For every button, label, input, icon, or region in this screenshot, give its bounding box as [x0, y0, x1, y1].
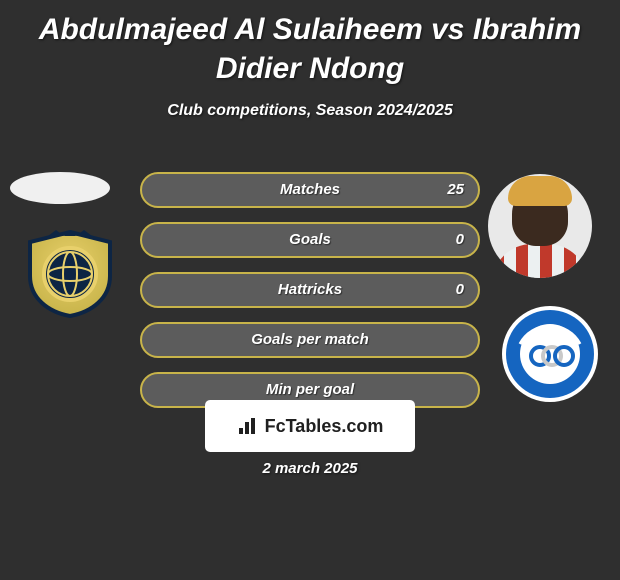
club-right-crest — [500, 304, 600, 404]
stat-label: Matches — [142, 174, 478, 206]
player-right-photo — [488, 174, 592, 278]
date-line: 2 march 2025 — [0, 460, 620, 477]
stat-right-value: 0 — [456, 224, 464, 256]
stat-row-hattricks: Hattricks 0 — [140, 272, 480, 308]
stat-right-value: 25 — [447, 174, 464, 206]
stats-block: Matches 25 Goals 0 Hattricks 0 Goals per… — [140, 172, 480, 422]
site-logo-text: FcTables.com — [265, 416, 384, 437]
subtitle: Club competitions, Season 2024/2025 — [0, 102, 620, 120]
page-title: Abdulmajeed Al Sulaiheem vs Ibrahim Didi… — [0, 0, 620, 88]
club-left-crest — [20, 228, 120, 318]
stat-row-goals: Goals 0 — [140, 222, 480, 258]
stat-label: Goals per match — [142, 324, 478, 356]
stat-row-matches: Matches 25 — [140, 172, 480, 208]
stat-label: Hattricks — [142, 274, 478, 306]
stat-right-value: 0 — [456, 274, 464, 306]
stat-row-goals-per-match: Goals per match — [140, 322, 480, 358]
stat-label: Goals — [142, 224, 478, 256]
site-logo: FcTables.com — [205, 400, 415, 452]
bars-icon — [237, 416, 259, 436]
player-left-photo — [10, 172, 110, 204]
